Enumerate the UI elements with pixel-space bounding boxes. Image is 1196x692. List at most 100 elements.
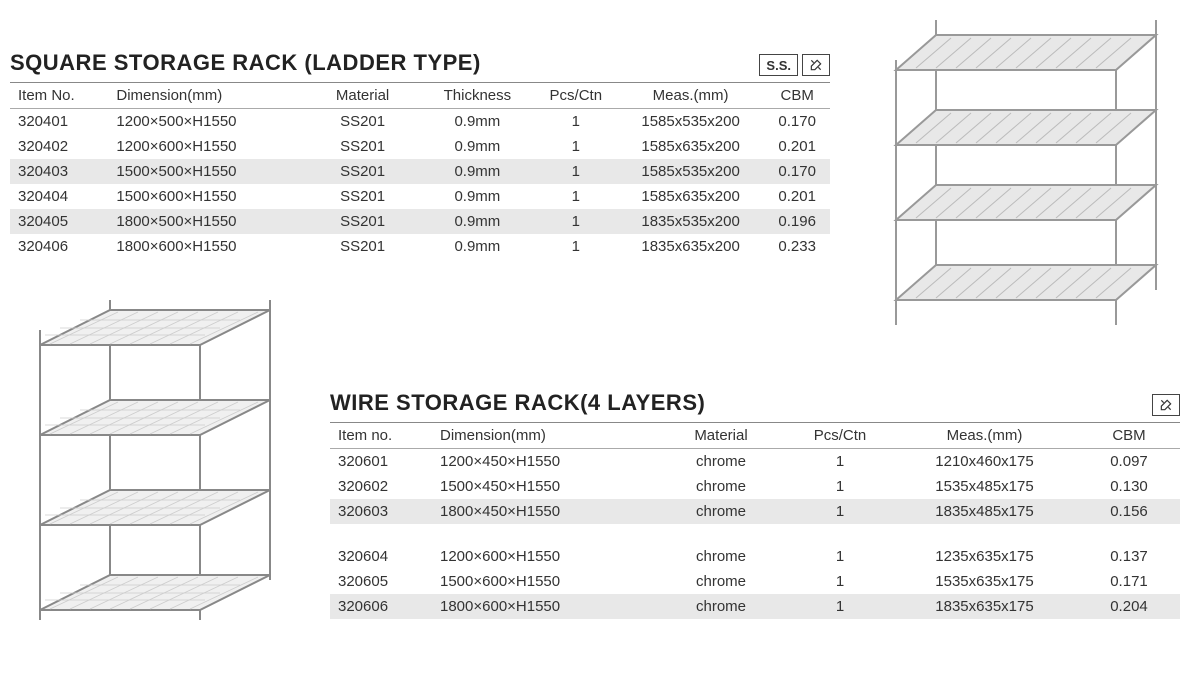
cell-item: 320606	[330, 594, 432, 619]
cell-mat: chrome	[653, 474, 789, 499]
cell-item: 320602	[330, 474, 432, 499]
cell-mat: chrome	[653, 449, 789, 475]
cell-meas: 1835x535x200	[617, 209, 765, 234]
table-row: 3206011200×450×H1550chrome11210x460x1750…	[330, 449, 1180, 475]
wire-rack-image	[10, 290, 300, 640]
table-row: 3204051800×500×H1550SS2010.9mm11835x535x…	[10, 209, 830, 234]
cell-item: 320401	[10, 109, 108, 135]
cell-mat: SS201	[305, 134, 420, 159]
wire-rack-table: Item no. Dimension(mm) Material Pcs/Ctn …	[330, 423, 1180, 619]
cell-dim: 1800×450×H1550	[432, 499, 653, 524]
cell-thk: 0.9mm	[420, 134, 535, 159]
cell-meas: 1210x460x175	[891, 449, 1078, 475]
wire-rack-section: WIRE STORAGE RACK(4 LAYERS) Item no. Dim…	[330, 390, 1180, 619]
cell-dim: 1500×500×H1550	[108, 159, 305, 184]
square-rack-section: SQUARE STORAGE RACK (LADDER TYPE) S.S. I…	[10, 50, 830, 259]
cell-cbm: 0.097	[1078, 449, 1180, 475]
col-item: Item No.	[10, 83, 108, 109]
cell-mat: SS201	[305, 209, 420, 234]
col-dimension: Dimension(mm)	[108, 83, 305, 109]
cell-item: 320603	[330, 499, 432, 524]
section1-badges: S.S.	[759, 54, 830, 76]
cell-pcs: 1	[789, 569, 891, 594]
section2-badges	[1152, 394, 1180, 416]
col-cbm: CBM	[1078, 423, 1180, 449]
cell-cbm: 0.137	[1078, 544, 1180, 569]
cell-cbm: 0.201	[764, 184, 830, 209]
cell-mat: SS201	[305, 184, 420, 209]
cell-meas: 1835x635x175	[891, 594, 1078, 619]
col-item: Item no.	[330, 423, 432, 449]
cell-meas: 1835x635x200	[617, 234, 765, 259]
cell-meas: 1535x635x175	[891, 569, 1078, 594]
cell-item: 320601	[330, 449, 432, 475]
cell-item: 320404	[10, 184, 108, 209]
table-row: 3204031500×500×H1550SS2010.9mm11585x535x…	[10, 159, 830, 184]
square-rack-table: Item No. Dimension(mm) Material Thicknes…	[10, 83, 830, 259]
cell-dim: 1800×600×H1550	[432, 594, 653, 619]
cell-pcs: 1	[535, 134, 617, 159]
section2-title: WIRE STORAGE RACK(4 LAYERS)	[330, 390, 705, 416]
table-row: 3206031800×450×H1550chrome11835x485x1750…	[330, 499, 1180, 524]
cell-mat: SS201	[305, 234, 420, 259]
cell-mat: chrome	[653, 569, 789, 594]
cell-pcs: 1	[535, 109, 617, 135]
cell-mat: SS201	[305, 159, 420, 184]
cell-item: 320405	[10, 209, 108, 234]
cell-pcs: 1	[535, 159, 617, 184]
table-header-row: Item No. Dimension(mm) Material Thicknes…	[10, 83, 830, 109]
cell-pcs: 1	[789, 474, 891, 499]
cell-pcs: 1	[789, 594, 891, 619]
cell-thk: 0.9mm	[420, 234, 535, 259]
cell-meas: 1585x535x200	[617, 109, 765, 135]
section1-title: SQUARE STORAGE RACK (LADDER TYPE)	[10, 50, 481, 76]
cell-meas: 1585x535x200	[617, 159, 765, 184]
cell-pcs: 1	[535, 184, 617, 209]
table-header-row: Item no. Dimension(mm) Material Pcs/Ctn …	[330, 423, 1180, 449]
cell-cbm: 0.171	[1078, 569, 1180, 594]
cell-thk: 0.9mm	[420, 209, 535, 234]
cell-cbm: 0.196	[764, 209, 830, 234]
cell-meas: 1585x635x200	[617, 134, 765, 159]
table-row: 3206021500×450×H1550chrome11535x485x1750…	[330, 474, 1180, 499]
ladder-rack-image	[876, 10, 1176, 330]
cell-thk: 0.9mm	[420, 109, 535, 135]
col-pcs: Pcs/Ctn	[535, 83, 617, 109]
table-row: 3204011200×500×H1550SS2010.9mm11585x535x…	[10, 109, 830, 135]
cell-mat: SS201	[305, 109, 420, 135]
cell-item: 320605	[330, 569, 432, 594]
cell-mat: chrome	[653, 499, 789, 524]
col-meas: Meas.(mm)	[891, 423, 1078, 449]
cell-thk: 0.9mm	[420, 184, 535, 209]
cell-dim: 1500×450×H1550	[432, 474, 653, 499]
cell-meas: 1235x635x175	[891, 544, 1078, 569]
section2-title-row: WIRE STORAGE RACK(4 LAYERS)	[330, 390, 1180, 423]
cell-dim: 1800×600×H1550	[108, 234, 305, 259]
cell-item: 320403	[10, 159, 108, 184]
cell-meas: 1585x635x200	[617, 184, 765, 209]
cell-cbm: 0.170	[764, 159, 830, 184]
cell-cbm: 0.130	[1078, 474, 1180, 499]
col-meas: Meas.(mm)	[617, 83, 765, 109]
cell-dim: 1200×600×H1550	[108, 134, 305, 159]
cell-dim: 1800×500×H1550	[108, 209, 305, 234]
cell-item: 320406	[10, 234, 108, 259]
cell-cbm: 0.201	[764, 134, 830, 159]
ss-badge: S.S.	[759, 54, 798, 76]
cell-item: 320402	[10, 134, 108, 159]
cell-meas: 1835x485x175	[891, 499, 1078, 524]
table-row: 3204021200×600×H1550SS2010.9mm11585x635x…	[10, 134, 830, 159]
cell-dim: 1200×600×H1550	[432, 544, 653, 569]
cell-pcs: 1	[535, 234, 617, 259]
col-material: Material	[305, 83, 420, 109]
cell-dim: 1200×450×H1550	[432, 449, 653, 475]
cell-mat: chrome	[653, 544, 789, 569]
col-pcs: Pcs/Ctn	[789, 423, 891, 449]
table-row: 3206051500×600×H1550chrome11535x635x1750…	[330, 569, 1180, 594]
cell-cbm: 0.233	[764, 234, 830, 259]
table-row: 3206061800×600×H1550chrome11835x635x1750…	[330, 594, 1180, 619]
cell-cbm: 0.170	[764, 109, 830, 135]
table-row: 3204061800×600×H1550SS2010.9mm11835x635x…	[10, 234, 830, 259]
cell-item: 320604	[330, 544, 432, 569]
cell-dim: 1500×600×H1550	[108, 184, 305, 209]
